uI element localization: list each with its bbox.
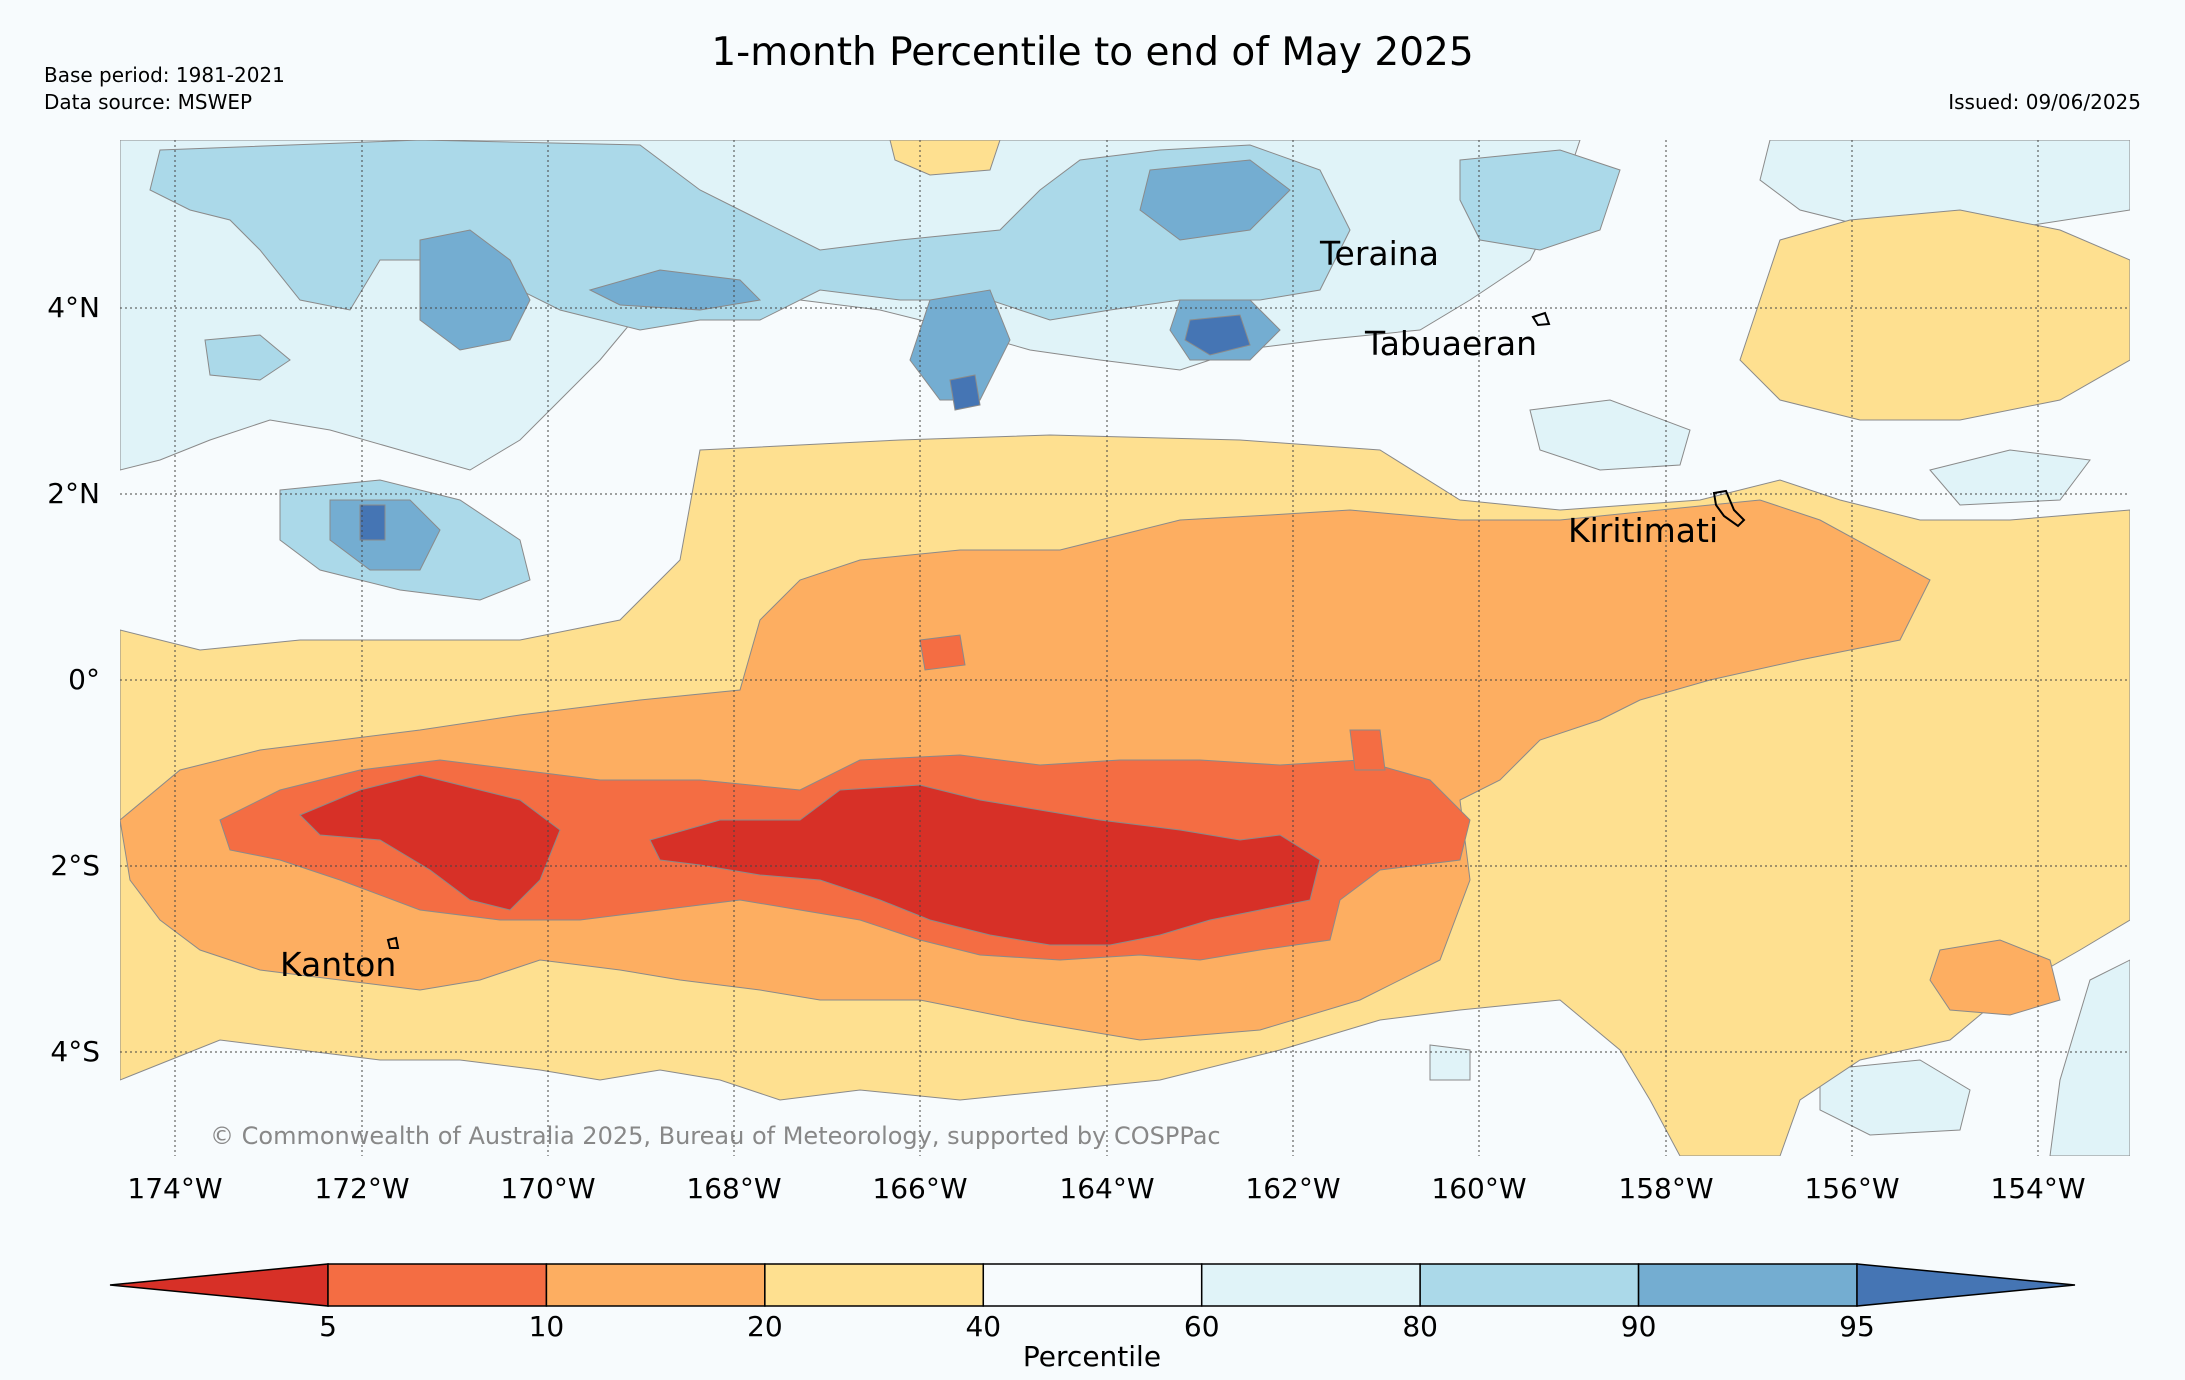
colorbar-bin <box>327 1263 548 1307</box>
lat-tick-labels: 4°N 2°N 0° 2°S 4°S <box>47 291 100 1068</box>
zone-ne-80-90 <box>1459 149 1621 251</box>
zone-ne-20-40 <box>1739 209 2130 421</box>
place-label-kanton: Kanton <box>280 945 396 984</box>
lon-tick-label: 168°W <box>686 1172 781 1205</box>
lon-tick-label: 174°W <box>127 1172 222 1205</box>
colorbar-tick-label: 95 <box>1839 1310 1875 1343</box>
kiritimati-island <box>1712 489 1746 528</box>
zone-south-<5 <box>299 774 561 911</box>
lat-tick-label: 2°S <box>50 849 100 882</box>
issued-date-text: Issued: 09/06/2025 <box>1948 90 2141 114</box>
colorbar-bin <box>1419 1263 1640 1307</box>
colorbar-bin <box>545 1263 766 1307</box>
zone-north->95 <box>1184 314 1251 356</box>
colorbar-tick-label: 10 <box>529 1310 565 1343</box>
map-metadata: Base period: 1981-2021 Data source: MSWE… <box>44 62 285 116</box>
zone-north2-90-95 <box>588 269 762 311</box>
colorbar-tick-label: 60 <box>1184 1310 1220 1343</box>
colorbar-tick-label: 40 <box>965 1310 1001 1343</box>
zone-north2->95 <box>949 374 981 411</box>
zone-mid2-5-10 <box>1349 729 1386 771</box>
zone-s3-60-80 <box>1429 1044 1471 1081</box>
lon-tick-label: 156°W <box>1804 1172 1899 1205</box>
lat-tick-label: 4°N <box>47 291 100 324</box>
place-label-kiritimati: Kiritimati <box>1568 511 1718 550</box>
map-panel <box>120 140 2130 1156</box>
zone-e-60-80 <box>1529 399 1691 471</box>
lon-tick-label: 162°W <box>1245 1172 1340 1205</box>
lon-tick-label: 154°W <box>1990 1172 2085 1205</box>
place-label-tabuaeran: Tabuaeran <box>1364 324 1537 363</box>
colorbar-bin <box>1856 1263 2076 1307</box>
zone-n-20-40 <box>889 140 1001 176</box>
colorbar-bin <box>1200 1263 1421 1307</box>
zone-west->95 <box>359 504 386 541</box>
zone-north-90-95 <box>419 229 531 351</box>
data-source-text: Data source: MSWEP <box>44 90 253 114</box>
lon-tick-label: 164°W <box>1059 1172 1154 1205</box>
colorbar-bin <box>109 1263 329 1307</box>
lon-tick-label: 160°W <box>1431 1172 1526 1205</box>
zone-e2-60-80 <box>1929 449 2091 506</box>
lon-tick-label: 166°W <box>872 1172 967 1205</box>
colorbar-tick-label: 5 <box>319 1310 337 1343</box>
zone-se-60-80 <box>2049 959 2130 1156</box>
zone-north5-90-95 <box>909 289 1011 401</box>
lat-tick-label: 0° <box>68 663 100 696</box>
zone-s2-60-80 <box>1819 1059 1971 1136</box>
colorbar-tick-label: 80 <box>1402 1310 1438 1343</box>
lon-tick-label: 158°W <box>1618 1172 1713 1205</box>
islands <box>386 311 1746 949</box>
place-label-teraina: Teraina <box>1319 234 1439 273</box>
base-period-text: Base period: 1981-2021 <box>44 63 285 87</box>
colorbar-bin <box>764 1263 985 1307</box>
lon-tick-labels: 174°W 172°W 170°W 168°W 166°W 164°W 162°… <box>127 1172 2085 1205</box>
kanton-island <box>386 936 400 949</box>
colorbar: 5 10 20 40 60 80 90 95 <box>109 1263 2076 1343</box>
tabuaeran-island <box>1531 311 1551 327</box>
lat-tick-label: 4°S <box>50 1035 100 1068</box>
map-title: 1-month Percentile to end of May 2025 <box>711 30 1474 75</box>
zone-mid-5-10 <box>919 634 966 671</box>
zone-nw-80-90 <box>204 334 291 381</box>
gridlines <box>120 140 2130 1156</box>
colorbar-tick-label: 20 <box>747 1310 783 1343</box>
zone-south2-<5 <box>649 784 1321 946</box>
colorbar-label: Percentile <box>1023 1340 1161 1373</box>
lat-tick-label: 2°N <box>47 477 100 510</box>
zone-north3-90-95 <box>1139 159 1291 241</box>
zone-se-10-20 <box>1929 939 2061 1016</box>
colorbar-tick-label: 90 <box>1621 1310 1657 1343</box>
lon-tick-label: 170°W <box>500 1172 595 1205</box>
colorbar-bin <box>982 1263 1203 1307</box>
lon-tick-label: 172°W <box>314 1172 409 1205</box>
colorbar-bin <box>1637 1263 1858 1307</box>
copyright-text: © Commonwealth of Australia 2025, Bureau… <box>210 1122 1221 1150</box>
